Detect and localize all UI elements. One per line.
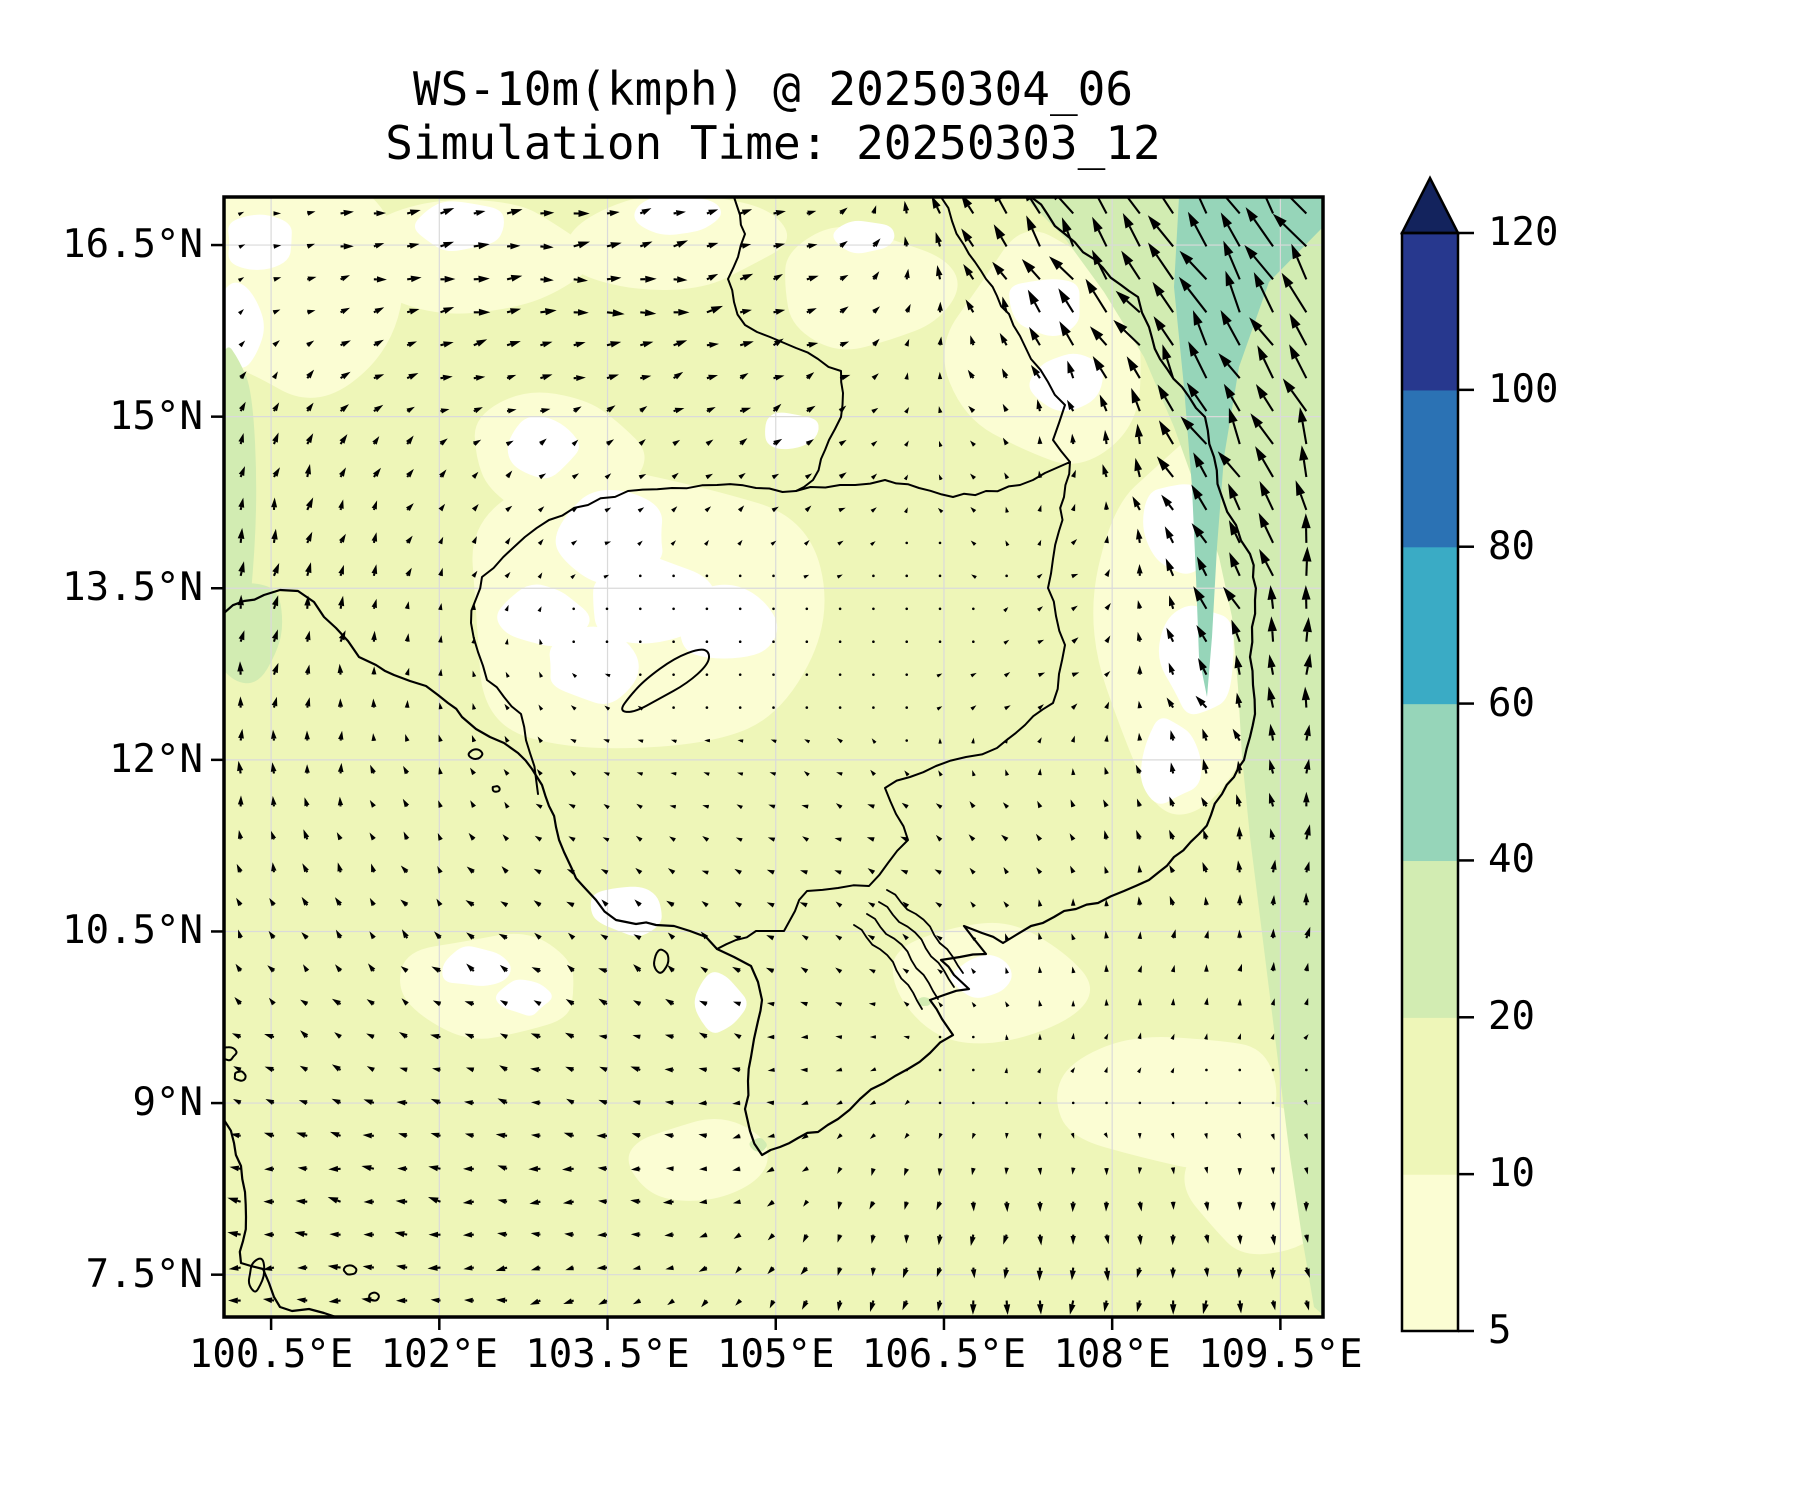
y-axis-tick-label: 16.5°N (62, 222, 203, 268)
y-axis-tick-label: 12°N (109, 736, 203, 782)
x-axis-tick-label: 103.5°E (525, 1332, 690, 1377)
y-axis-tick-label: 10.5°N (62, 908, 203, 954)
colorbar-tick-label: 40 (1488, 837, 1535, 883)
wind-speed-shading-layer (224, 197, 1323, 1317)
y-axis-tick-label: 13.5°N (62, 565, 203, 611)
y-axis-tick-label: 15°N (109, 393, 203, 439)
x-axis-tick-label: 108°E (1053, 1332, 1171, 1377)
x-axis-tick-label: 109.5°E (1198, 1332, 1363, 1377)
plot-subtitle: Simulation Time: 20250303_12 (385, 116, 1161, 170)
plot-title: WS-10m(kmph) @ 20250304_06 (412, 62, 1134, 116)
wind-vector-layer (227, 197, 1312, 1315)
x-axis-tick-label: 106.5°E (861, 1332, 1027, 1377)
x-axis-tick-label: 100.5°E (188, 1332, 354, 1377)
y-axis-tick-label: 9°N (132, 1080, 203, 1126)
colorbar-tick-label: 10 (1488, 1151, 1535, 1197)
x-axis-tick-label: 105°E (717, 1332, 835, 1377)
colorbar (1399, 175, 1474, 1333)
colorbar-tick-label: 20 (1488, 994, 1535, 1040)
axis-tick-marks (211, 243, 1282, 1330)
colorbar-tick-label: 5 (1488, 1308, 1512, 1353)
colorbar-tick-label: 60 (1488, 680, 1535, 726)
colorbar-tick-label: 80 (1488, 523, 1535, 569)
colorbar-tick-label: 120 (1488, 210, 1559, 255)
colorbar-tick-label: 100 (1488, 366, 1559, 412)
y-axis-tick-label: 7.5°N (85, 1251, 203, 1297)
x-axis-tick-label: 102°E (380, 1332, 499, 1377)
map-frame (222, 195, 1325, 1319)
